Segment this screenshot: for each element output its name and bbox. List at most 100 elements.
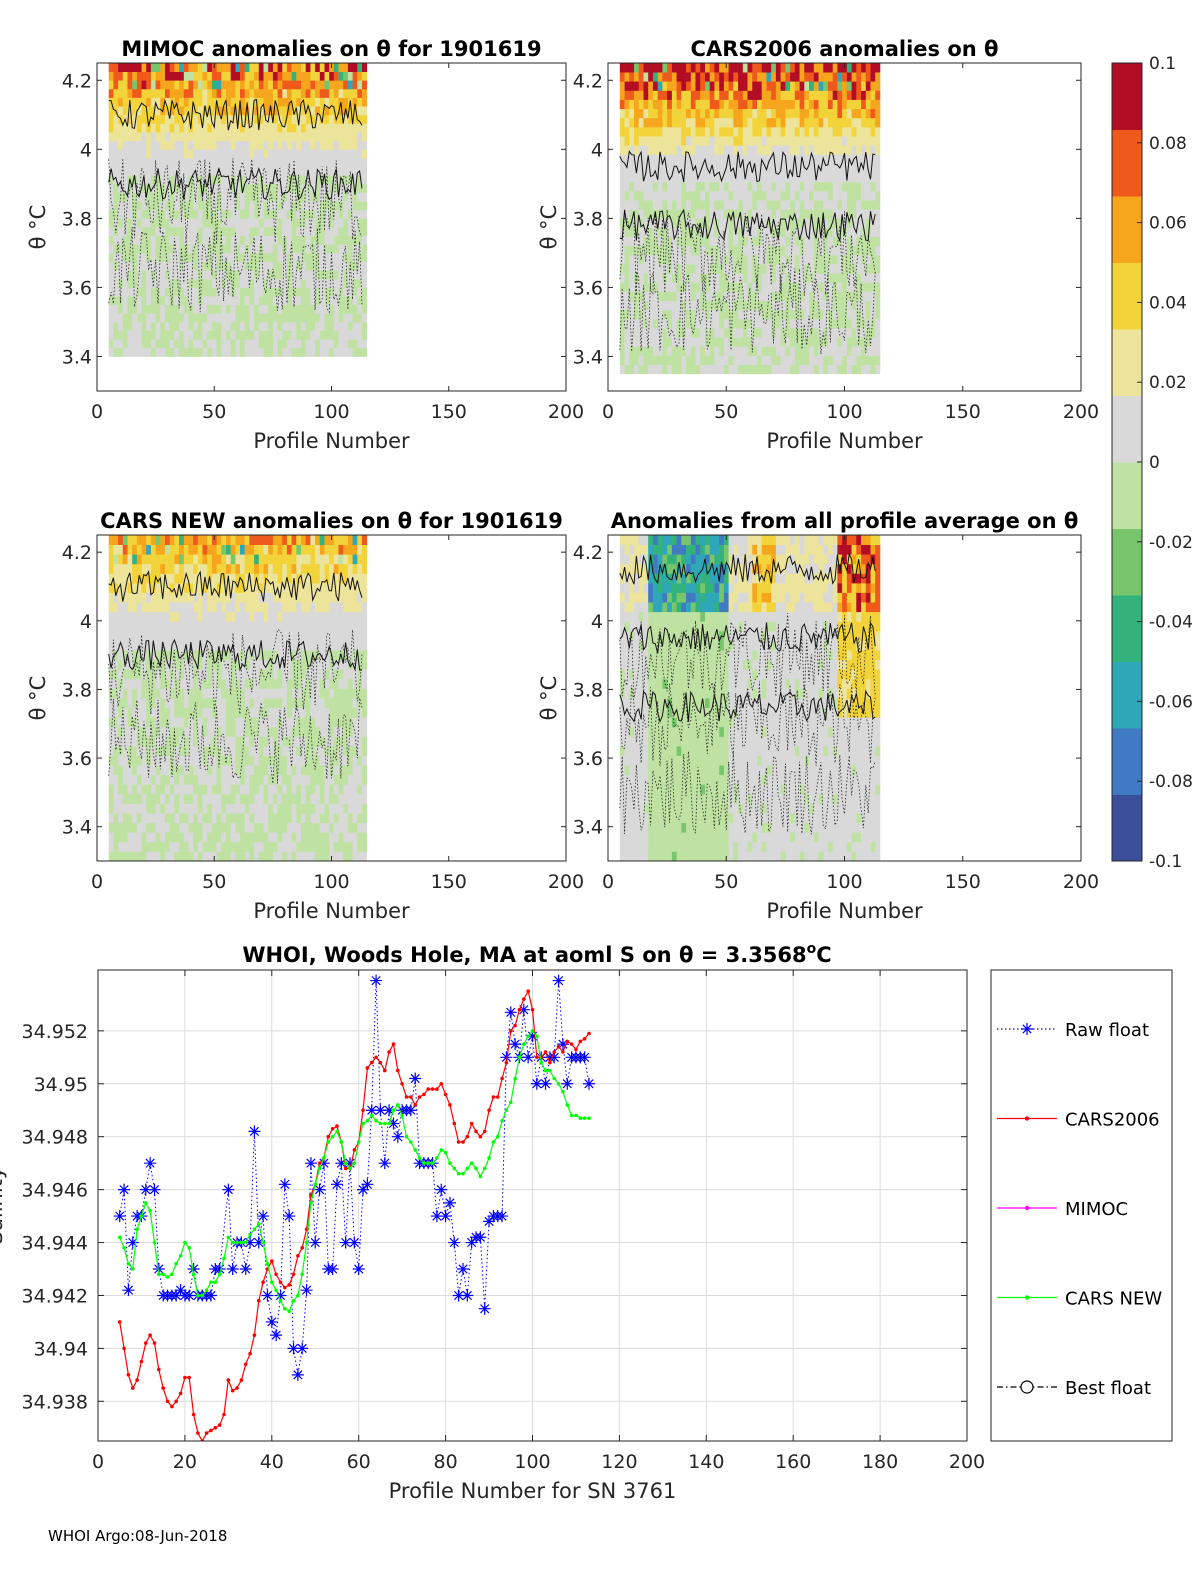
heat-cell bbox=[709, 364, 715, 375]
heat-cell bbox=[202, 261, 208, 271]
heat-cell bbox=[230, 745, 236, 756]
heat-cell bbox=[108, 765, 114, 776]
heat-cell bbox=[842, 264, 848, 274]
heat-cell bbox=[766, 264, 772, 274]
heat-cell bbox=[127, 330, 133, 340]
heat-cell bbox=[347, 157, 353, 167]
heat-cell bbox=[766, 191, 772, 201]
heat-cell bbox=[842, 282, 848, 292]
heat-cell bbox=[211, 80, 217, 90]
heat-cell bbox=[681, 364, 687, 375]
heat-cell bbox=[619, 81, 625, 91]
heat-cell bbox=[132, 592, 138, 603]
heat-cell bbox=[258, 339, 264, 349]
heat-cell bbox=[244, 640, 250, 651]
heat-cell bbox=[249, 793, 255, 804]
heat-cell bbox=[127, 813, 133, 824]
heat-cell bbox=[188, 678, 194, 689]
heat-cell bbox=[165, 640, 171, 651]
heat-cell bbox=[324, 244, 330, 254]
heat-cell bbox=[329, 330, 335, 340]
heat-cell bbox=[823, 145, 829, 155]
heat-cell bbox=[357, 71, 363, 81]
heat-cell bbox=[150, 183, 156, 193]
heat-cell bbox=[202, 106, 208, 116]
heat-cell bbox=[174, 278, 180, 288]
heat-cell bbox=[127, 227, 133, 236]
heat-cell bbox=[728, 309, 734, 320]
heat-cell bbox=[851, 355, 857, 365]
heat-cell bbox=[258, 201, 264, 211]
heat-cell bbox=[785, 90, 791, 100]
heat-cell bbox=[362, 339, 368, 349]
heat-cell bbox=[155, 321, 161, 331]
heat-cell bbox=[813, 355, 819, 365]
heat-cell bbox=[207, 640, 213, 651]
heat-cell bbox=[108, 313, 114, 323]
heat-cell bbox=[705, 300, 711, 311]
heat-cell bbox=[676, 99, 682, 110]
heat-cell bbox=[136, 707, 142, 718]
heat-cell bbox=[230, 832, 236, 843]
heat-cell bbox=[733, 181, 739, 192]
heat-cell bbox=[150, 270, 156, 280]
heat-cell bbox=[240, 175, 246, 185]
heat-cell bbox=[211, 304, 217, 314]
heat-cell bbox=[681, 346, 687, 356]
heat-cell bbox=[728, 282, 734, 292]
heat-cell bbox=[132, 296, 138, 306]
heat-cell bbox=[761, 245, 767, 256]
heat-cell bbox=[188, 296, 194, 306]
heat-cell bbox=[136, 535, 142, 545]
heat-cell bbox=[258, 80, 264, 90]
heat-cell bbox=[169, 621, 175, 632]
heat-cell bbox=[870, 355, 876, 365]
heat-cell bbox=[865, 181, 871, 192]
heat-cell bbox=[286, 261, 292, 271]
heat-cell bbox=[676, 81, 682, 91]
heat-cell bbox=[150, 611, 156, 622]
heat-cell bbox=[333, 244, 339, 254]
heat-cell bbox=[179, 261, 185, 271]
heat-cell bbox=[240, 592, 246, 603]
heat-cell bbox=[700, 181, 706, 192]
heat-cell bbox=[254, 554, 260, 565]
heat-cell bbox=[324, 114, 330, 124]
heat-cell bbox=[221, 851, 227, 862]
heat-cell bbox=[244, 851, 250, 862]
y-axis-label: θ °C bbox=[537, 205, 561, 250]
heat-cell bbox=[122, 669, 128, 680]
heat-cell bbox=[775, 254, 781, 265]
heat-cell bbox=[775, 72, 781, 82]
heat-cell bbox=[169, 270, 175, 280]
heat-cell bbox=[329, 201, 335, 211]
heat-cell bbox=[240, 573, 246, 584]
heat-cell bbox=[771, 300, 777, 311]
heat-cell bbox=[141, 793, 147, 804]
heat-cell bbox=[146, 774, 152, 785]
heat-cell bbox=[132, 688, 138, 699]
heat-cell bbox=[667, 200, 673, 210]
heat-cell bbox=[676, 181, 682, 192]
heat-cell bbox=[652, 154, 658, 164]
heat-cell bbox=[319, 252, 325, 262]
heat-cell bbox=[211, 347, 217, 357]
heat-cell bbox=[324, 227, 330, 236]
heat-cell bbox=[310, 192, 316, 202]
heat-cell bbox=[686, 364, 692, 375]
heat-cell bbox=[315, 347, 321, 357]
heat-cell bbox=[785, 136, 791, 146]
heat-cell bbox=[249, 80, 255, 90]
heat-cell bbox=[127, 321, 133, 331]
heat-cell bbox=[818, 136, 824, 146]
heat-cell bbox=[183, 803, 189, 814]
heat-cell bbox=[122, 330, 128, 340]
heat-cell bbox=[226, 736, 232, 747]
heat-cell bbox=[127, 832, 133, 843]
heat-cell bbox=[165, 803, 171, 814]
heat-cell bbox=[681, 227, 687, 237]
heat-cell bbox=[690, 90, 696, 100]
heat-cell bbox=[315, 252, 321, 262]
heat-cell bbox=[329, 218, 335, 228]
heat-cell bbox=[240, 841, 246, 852]
